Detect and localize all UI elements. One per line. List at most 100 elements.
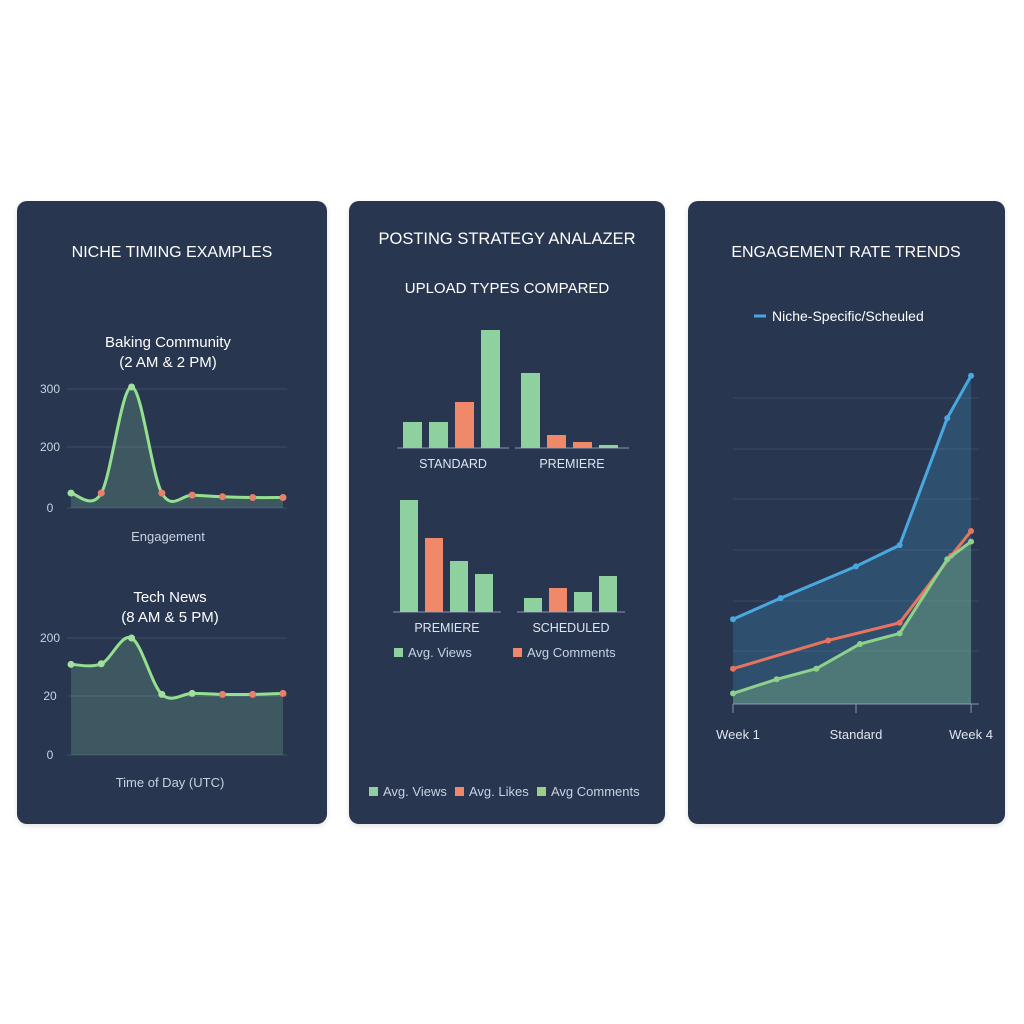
legend-swatch — [369, 787, 378, 796]
baking-community-chart: Baking Community (2 AM & 2 PM) 300 200 0 Enga… — [40, 334, 287, 544]
upload-types-top-chart: STANDARD PREMIERE — [397, 330, 629, 471]
x-tick-label: Standard — [830, 727, 883, 742]
category-label: PREMIERE — [539, 457, 604, 471]
data-point — [730, 690, 736, 697]
data-point — [968, 372, 975, 379]
legend-swatch — [394, 648, 403, 657]
data-point — [944, 556, 951, 563]
x-axis-label: Engagement — [131, 529, 205, 544]
y-tick-label: 200 — [40, 631, 60, 645]
y-tick-label: 200 — [40, 440, 60, 454]
data-point — [188, 491, 196, 499]
bar — [400, 500, 418, 612]
chart-title: Tech News — [133, 589, 206, 606]
data-point — [944, 415, 951, 422]
data-point — [279, 494, 287, 502]
bar — [403, 422, 422, 448]
bar — [429, 422, 448, 448]
x-tick-label: Week 1 — [716, 727, 760, 742]
chart-subtitle: (8 AM & 5 PM) — [121, 609, 219, 626]
area-fill — [71, 637, 283, 755]
bar — [549, 588, 567, 612]
data-point — [218, 493, 226, 501]
y-tick-label: 20 — [43, 689, 57, 703]
data-point — [856, 640, 863, 647]
data-point — [158, 489, 166, 497]
legend-label: Avg Comments — [527, 645, 616, 660]
data-point — [896, 619, 903, 626]
data-point — [773, 676, 780, 683]
engagement-trend-chart: Niche-Specific/Scheuled Week 1 Standard Wee… — [716, 308, 993, 742]
legend-label: Avg. Views — [408, 645, 472, 660]
bar — [455, 402, 474, 448]
category-label: PREMIERE — [414, 621, 479, 635]
panel-title: NICHE TIMING EXAMPLES — [72, 244, 273, 261]
data-point — [896, 542, 903, 549]
data-point — [853, 563, 859, 570]
niche-timing-panel: NICHE TIMING EXAMPLES Baking Community (2… — [17, 201, 327, 824]
data-point — [97, 489, 105, 497]
data-point — [97, 660, 105, 668]
bar — [573, 442, 592, 448]
bar — [599, 445, 618, 448]
data-point — [249, 690, 257, 698]
y-tick-label: 300 — [40, 382, 60, 396]
category-label: SCHEDULED — [532, 621, 609, 635]
data-point — [896, 630, 903, 637]
data-point — [128, 383, 136, 391]
y-tick-label: 0 — [47, 748, 54, 762]
legend-swatch — [513, 648, 522, 657]
bar — [524, 598, 542, 612]
legend-swatch — [537, 787, 546, 796]
engagement-trends-svg: ENGAGEMENT RATE TRENDS Niche-Specific/Sc… — [716, 244, 993, 742]
posting-strategy-svg: POSTING STRATEGY ANALAZER UPLOAD TYPES C… — [369, 230, 640, 799]
chart-title: Baking Community — [105, 334, 231, 351]
bottom-legend: Avg. Views Avg. Likes Avg Comments — [369, 784, 640, 799]
bar — [481, 330, 500, 448]
series-line — [70, 385, 284, 503]
series-line — [732, 374, 973, 621]
bar — [475, 574, 493, 612]
area-fill — [733, 541, 972, 704]
bar — [574, 592, 592, 612]
area-fill — [71, 387, 283, 508]
data-point — [67, 489, 75, 497]
data-point — [730, 665, 736, 672]
data-point — [730, 616, 736, 623]
data-point — [813, 665, 820, 672]
legend-swatch — [455, 787, 464, 796]
data-point — [968, 528, 975, 535]
chart-subtitle: (2 AM & 2 PM) — [119, 354, 217, 371]
data-point — [968, 538, 975, 545]
legend-label: Avg Comments — [551, 784, 640, 799]
bar — [521, 373, 540, 448]
bar — [547, 435, 566, 448]
panel-subtitle: UPLOAD TYPES COMPARED — [405, 280, 610, 297]
data-point — [128, 634, 136, 642]
legend-label: Avg. Views — [383, 784, 447, 799]
category-label: STANDARD — [419, 457, 487, 471]
data-point — [279, 689, 287, 697]
data-point — [218, 690, 226, 698]
x-tick-label: Week 4 — [949, 727, 993, 742]
data-point — [825, 637, 832, 644]
data-point — [158, 690, 166, 698]
bar — [599, 576, 617, 612]
area-fill — [733, 375, 972, 704]
y-tick-label: 0 — [47, 501, 54, 515]
bar — [425, 538, 443, 612]
data-point — [188, 689, 196, 697]
panel-title: POSTING STRATEGY ANALAZER — [378, 230, 635, 248]
panel-title: ENGAGEMENT RATE TRENDS — [731, 244, 960, 261]
data-point — [249, 494, 257, 502]
niche-timing-svg: NICHE TIMING EXAMPLES Baking Community (2… — [40, 244, 287, 790]
bar — [450, 561, 468, 612]
engagement-trends-panel: ENGAGEMENT RATE TRENDS Niche-Specific/Sc… — [688, 201, 1005, 824]
legend-label: Niche-Specific/Scheuled — [772, 308, 924, 324]
data-point — [777, 595, 784, 602]
data-point — [67, 660, 75, 668]
upload-types-bottom-chart: PREMIERE SCHEDULED Avg. Views Avg Comments — [393, 500, 625, 660]
legend-label: Avg. Likes — [469, 784, 529, 799]
posting-strategy-panel: POSTING STRATEGY ANALAZER UPLOAD TYPES C… — [349, 201, 665, 824]
